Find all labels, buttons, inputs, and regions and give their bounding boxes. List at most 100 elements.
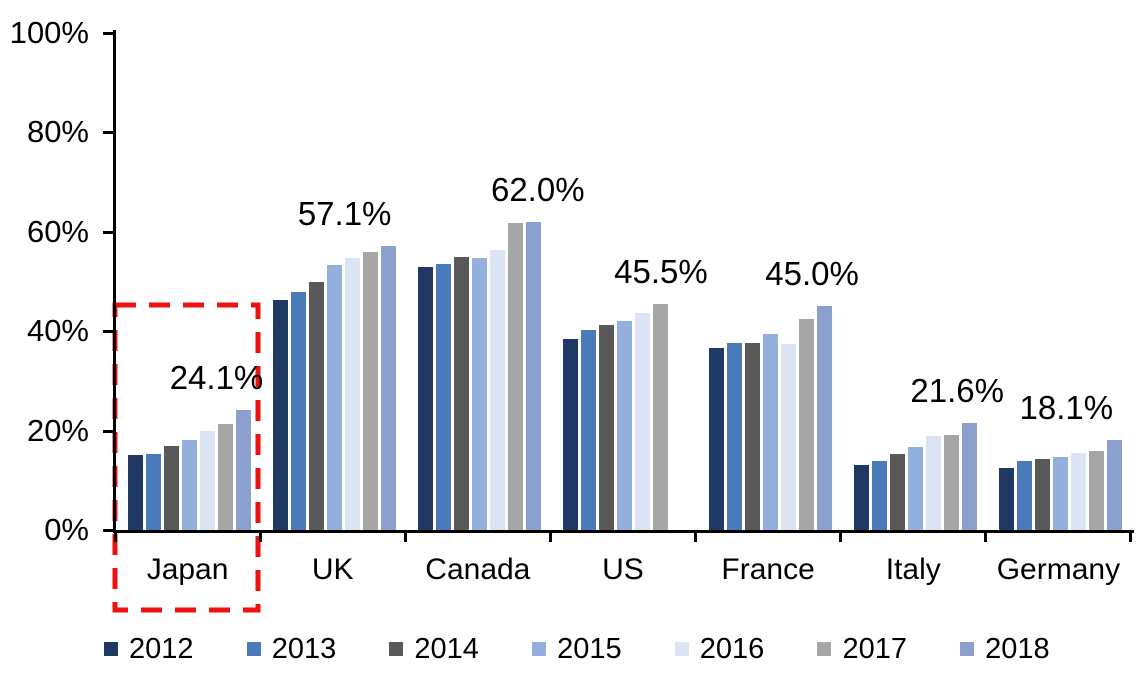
legend-swatch-2013: [246, 642, 261, 656]
category-label-france: France: [721, 553, 815, 586]
x-axis: [113, 530, 1134, 533]
legend-swatch-2016: [674, 642, 689, 656]
bar-2012-germany: [998, 467, 1014, 530]
legend-swatch-2015: [532, 642, 547, 656]
bar-2017-japan: [218, 424, 233, 530]
bar-2015-uk: [327, 265, 343, 530]
legend-label-2013: 2013: [271, 633, 337, 665]
y-axis: [113, 30, 116, 533]
y-tick: [103, 429, 115, 433]
x-tick: [113, 530, 117, 542]
bar-2014-japan: [164, 446, 179, 530]
bar-2015-italy: [907, 446, 923, 530]
y-tick-label: 80%: [26, 114, 89, 150]
y-tick-label: 100%: [9, 15, 89, 50]
legend-item-2016: 2016: [674, 633, 818, 665]
x-tick: [548, 530, 552, 542]
category-label-uk: UK: [311, 553, 354, 586]
bar-2013-uk: [291, 292, 307, 530]
legend-swatch-2014: [389, 642, 404, 656]
y-tick: [103, 32, 115, 35]
y-tick: [103, 529, 115, 532]
bar-2018-japan: [236, 410, 251, 530]
bar-2017-uk: [363, 251, 379, 530]
bar-2017-us: [653, 303, 669, 530]
category-label-japan: Japan: [146, 553, 229, 586]
bar-2014-canada: [454, 256, 470, 530]
x-tick: [1129, 530, 1133, 542]
legend-label-2017: 2017: [842, 633, 907, 665]
bar-2014-uk: [309, 281, 325, 530]
category-label-canada: Canada: [425, 553, 531, 586]
bar-2012-uk: [273, 299, 289, 530]
category-label-us: US: [602, 553, 644, 586]
value-label-us: 45.5%: [614, 252, 708, 290]
bar-2018-italy: [961, 422, 977, 530]
bar-2012-france: [708, 348, 724, 530]
bar-2013-italy: [871, 460, 887, 530]
legend: 2012 2013 2014 2015 2016 2017 2018: [104, 633, 1103, 665]
bar-2014-italy: [889, 453, 905, 530]
bar-2015-germany: [1052, 456, 1068, 530]
x-tick: [694, 530, 698, 542]
x-tick: [258, 530, 262, 542]
bar-2012-canada: [418, 266, 434, 530]
value-label-japan: 24.1%: [169, 359, 264, 397]
bar-2015-france: [762, 334, 778, 530]
bar-2013-us: [581, 330, 597, 530]
bar-2016-uk: [345, 257, 361, 530]
bar-2017-canada: [508, 222, 524, 530]
legend-item-2012: 2012: [104, 633, 247, 665]
bar-2012-us: [563, 339, 579, 530]
legend-item-2018: 2018: [960, 633, 1103, 665]
category-label-italy: Italy: [885, 553, 941, 586]
bar-2013-germany: [1016, 460, 1032, 530]
y-tick-label: 20%: [26, 412, 89, 448]
category-label-germany: Germany: [996, 553, 1121, 586]
x-tick: [984, 530, 988, 542]
x-tick: [839, 530, 843, 542]
legend-label-2012: 2012: [129, 633, 194, 665]
bar-2016-germany: [1070, 453, 1086, 530]
bar-2018-uk: [381, 246, 397, 530]
value-label-germany: 18.1%: [1019, 389, 1114, 427]
value-label-uk: 57.1%: [297, 195, 392, 233]
legend-item-2013: 2013: [246, 633, 390, 665]
legend-item-2017: 2017: [817, 633, 960, 665]
bar-2012-japan: [128, 454, 143, 530]
bar-2012-italy: [853, 464, 869, 530]
bar-2015-japan: [182, 439, 197, 530]
bar-2014-france: [744, 342, 760, 530]
value-label-canada: 62.0%: [490, 170, 585, 208]
legend-label-2018: 2018: [985, 633, 1050, 665]
bar-2015-canada: [472, 258, 488, 530]
bar-2016-canada: [490, 250, 506, 530]
bar-2013-japan: [146, 453, 161, 530]
y-tick-label: 60%: [26, 213, 89, 249]
bar-2018-canada: [526, 221, 542, 530]
bar-2013-france: [726, 342, 742, 530]
value-label-france: 45.0%: [765, 255, 859, 293]
x-tick: [403, 530, 407, 542]
bar-2013-canada: [436, 264, 452, 530]
bar-2016-japan: [200, 430, 215, 530]
legend-label-2014: 2014: [414, 633, 479, 665]
bar-2017-germany: [1088, 451, 1104, 530]
legend-label-2015: 2015: [557, 633, 622, 665]
y-tick-label: 0%: [44, 512, 89, 547]
bar-2018-france: [816, 306, 832, 530]
y-tick: [103, 330, 115, 334]
y-tick: [103, 230, 115, 234]
y-tick: [103, 131, 115, 135]
legend-item-2014: 2014: [389, 633, 532, 665]
legend-label-2016: 2016: [699, 633, 765, 665]
bar-2017-italy: [943, 434, 959, 530]
bar-2016-us: [635, 312, 651, 530]
bar-2015-us: [617, 320, 633, 530]
bar-2014-germany: [1034, 458, 1050, 530]
bar-2016-france: [780, 344, 796, 530]
bar-2018-germany: [1106, 440, 1122, 530]
legend-item-2015: 2015: [532, 633, 675, 665]
bar-2016-italy: [925, 435, 941, 530]
